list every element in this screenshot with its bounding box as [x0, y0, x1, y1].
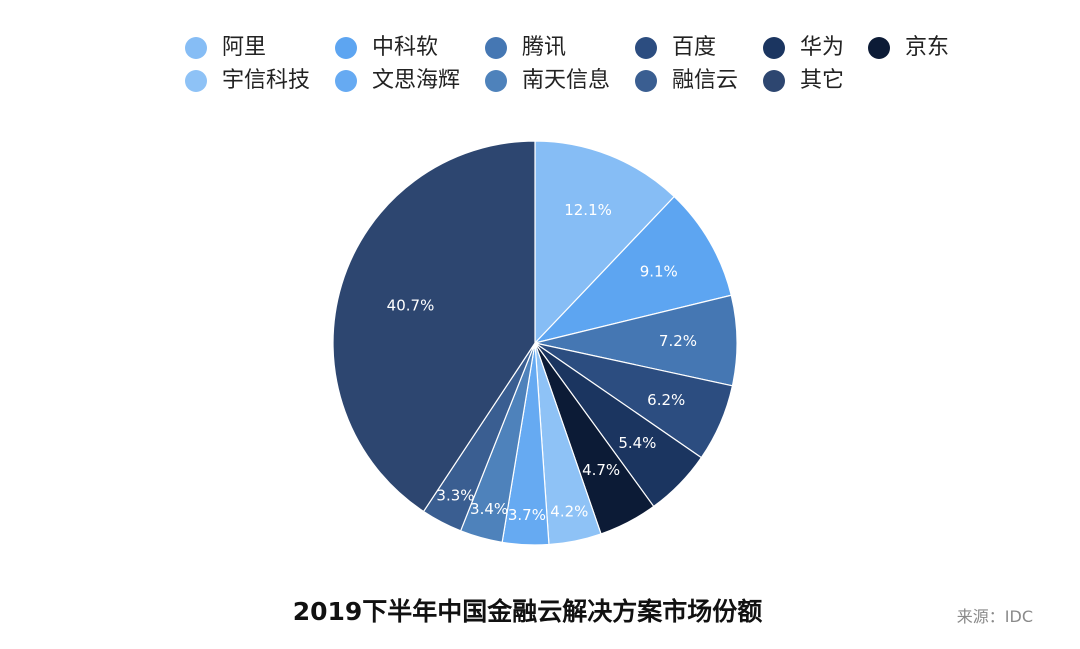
slice-data-label: 4.2%	[550, 503, 588, 521]
pie-slice	[332, 140, 536, 513]
legend-swatch	[868, 37, 890, 59]
legend-swatch	[485, 70, 507, 92]
legend-item: 阿里	[185, 33, 266, 63]
pie-slice	[534, 140, 675, 344]
pie-slice	[534, 196, 732, 344]
slice-data-label: 40.7%	[387, 297, 435, 315]
legend-item: 华为	[763, 33, 844, 63]
slice-data-label: 9.1%	[640, 262, 678, 280]
legend-label: 融信云	[672, 68, 739, 93]
legend-label: 京东	[905, 35, 950, 60]
slice-data-label: 7.2%	[659, 332, 697, 350]
legend-label: 百度	[672, 35, 717, 60]
legend-swatch	[335, 37, 357, 59]
slice-data-label: 3.3%	[436, 487, 474, 505]
legend-swatch	[635, 37, 657, 59]
legend-label: 华为	[800, 35, 845, 60]
legend-item: 腾讯	[485, 33, 566, 63]
legend-item: 京东	[868, 33, 949, 63]
pie-chart: 12.1% 9.1% 7.2% 6.2% 5.4% 4.7% 4.2%3.7%3.4%3.3…	[332, 140, 738, 546]
legend-swatch	[185, 70, 207, 92]
slice-data-label: 4.7%	[582, 461, 620, 479]
legend-label: 南天信息	[522, 68, 611, 93]
legend-swatch	[335, 70, 357, 92]
legend-label: 文思海辉	[372, 68, 461, 93]
legend-swatch	[485, 37, 507, 59]
slice-data-label: 6.2%	[647, 391, 685, 409]
legend-item: 融信云	[635, 66, 738, 96]
chart-title: 2019下半年中国金融云解决方案市场份额	[292, 597, 763, 626]
legend-label: 阿里	[222, 35, 267, 60]
legend-label: 腾讯	[522, 35, 567, 60]
legend-item: 其它	[763, 66, 844, 96]
legend-swatch	[185, 37, 207, 59]
legend-item: 南天信息	[485, 66, 610, 96]
legend-swatch	[635, 70, 657, 92]
legend-label: 其它	[800, 68, 845, 93]
legend-item: 宇信科技	[185, 66, 310, 96]
legend-label: 宇信科技	[222, 68, 311, 93]
legend-item: 百度	[635, 33, 716, 63]
slice-data-label: 3.4%	[470, 500, 508, 518]
legend: 阿里 中科软 腾讯 百度 华为 京东宇信科技 文思海辉 南天信息 融信云 其它	[0, 0, 1080, 110]
chart-source: 来源：IDC	[956, 607, 1033, 626]
legend-swatch	[763, 37, 785, 59]
slice-data-label: 3.7%	[508, 506, 546, 524]
legend-swatch	[763, 70, 785, 92]
legend-item: 文思海辉	[335, 66, 460, 96]
slice-data-label: 5.4%	[618, 434, 656, 452]
legend-item: 中科软	[335, 33, 438, 63]
slice-data-label: 12.1%	[564, 201, 612, 219]
legend-label: 中科软	[372, 35, 439, 60]
